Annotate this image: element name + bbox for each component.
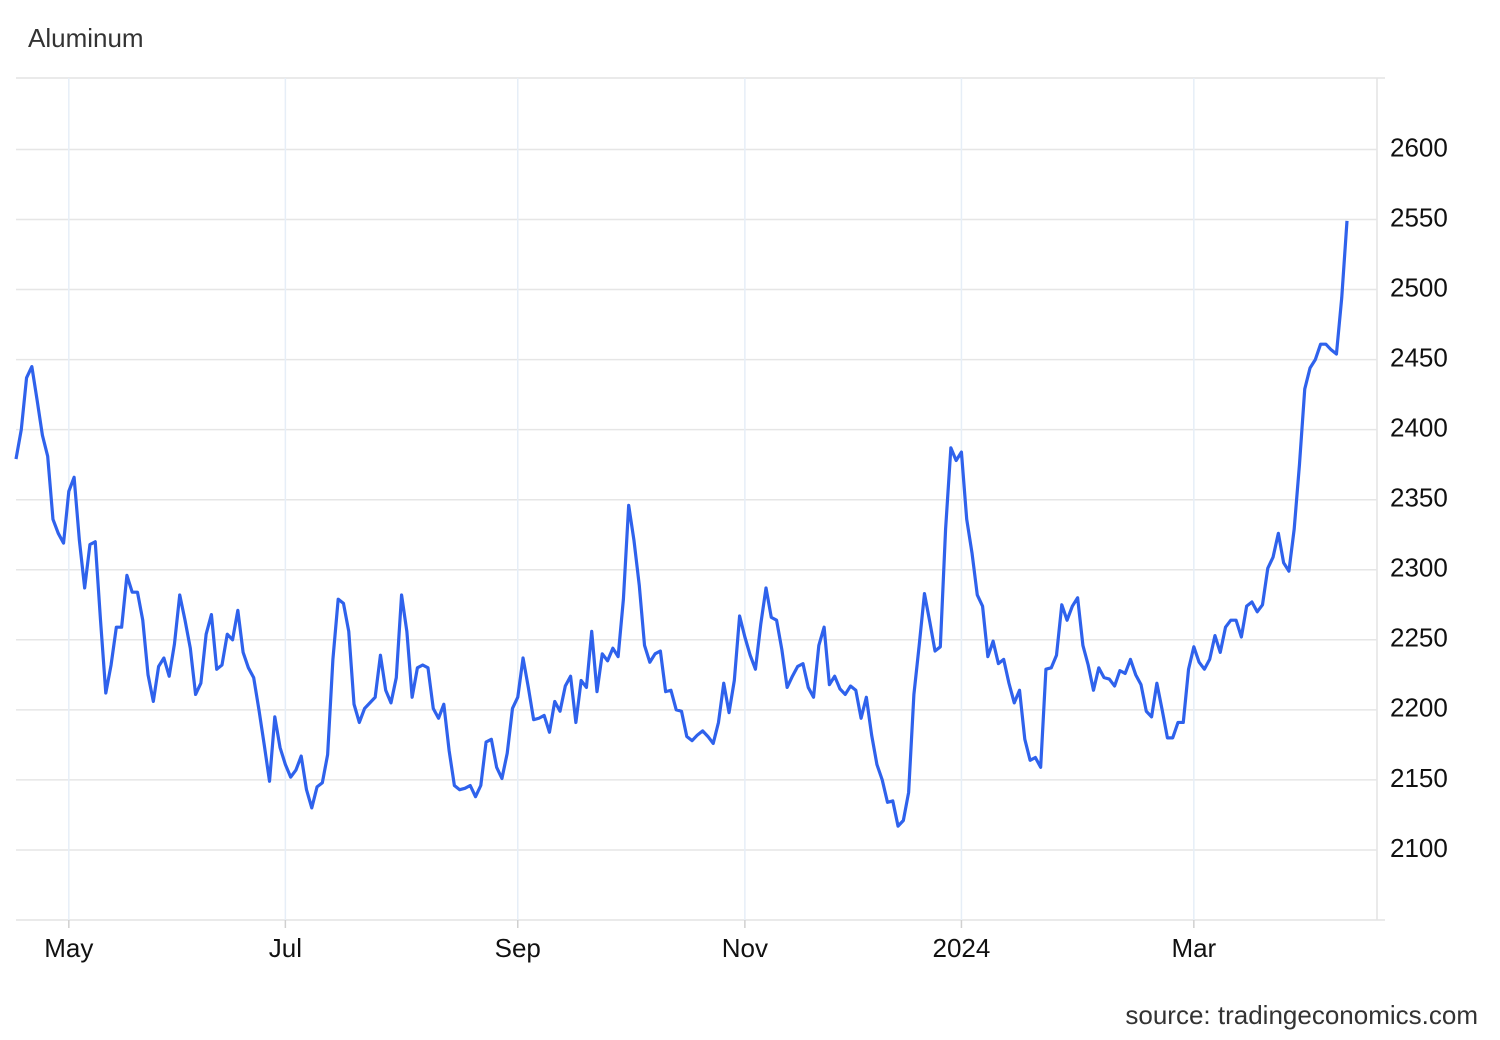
x-tick-label: Nov [722, 933, 768, 963]
source-note: source: tradingeconomics.com [1125, 1000, 1478, 1030]
y-tick-label: 2200 [1390, 693, 1448, 723]
x-tick-label: Jul [269, 933, 302, 963]
y-tick-label: 2550 [1390, 202, 1448, 232]
x-tick-label: 2024 [933, 933, 991, 963]
price-line [14, 220, 1349, 828]
x-tick-label: Mar [1171, 933, 1216, 963]
y-tick-label: 2300 [1390, 553, 1448, 583]
x-tick-label: Sep [495, 933, 541, 963]
y-tick-label: 2100 [1390, 833, 1448, 863]
y-tick-label: 2450 [1390, 342, 1448, 372]
chart-title: Aluminum [28, 23, 144, 53]
y-tick-label: 2250 [1390, 623, 1448, 653]
y-tick-label: 2500 [1390, 272, 1448, 302]
y-tick-label: 2600 [1390, 132, 1448, 162]
y-tick-label: 2350 [1390, 483, 1448, 513]
y-tick-label: 2400 [1390, 413, 1448, 443]
x-tick-label: May [44, 933, 93, 963]
y-tick-label: 2150 [1390, 763, 1448, 793]
